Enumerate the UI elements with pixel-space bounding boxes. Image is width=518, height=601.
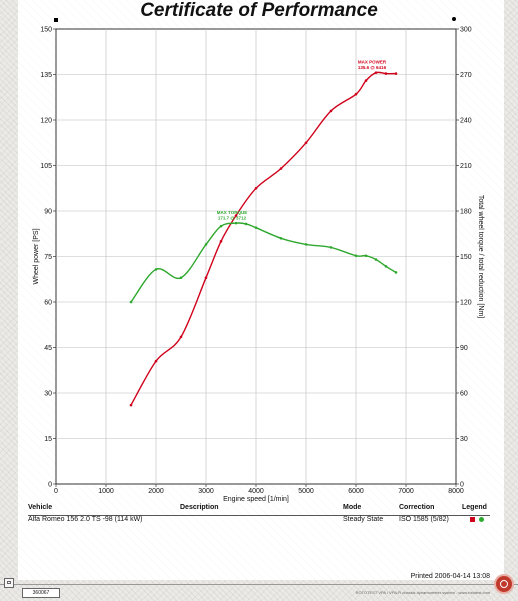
y2-tick-label: 90 bbox=[460, 345, 468, 352]
x-tick-label: 1000 bbox=[98, 488, 114, 495]
corner-marker-left bbox=[54, 18, 58, 22]
vehicle-header: Vehicle bbox=[28, 504, 53, 511]
annotation-label: 135.6 @ 6416 bbox=[358, 65, 387, 70]
power-point bbox=[304, 141, 308, 145]
y-tick-label: 45 bbox=[44, 345, 52, 352]
vehicle-info-table: Vehicle Description Mode Correction Lege… bbox=[28, 504, 490, 526]
annotation-label: MAX TORQUE bbox=[217, 210, 247, 215]
y2-tick-label: 60 bbox=[460, 391, 468, 398]
torque-point bbox=[204, 243, 208, 246]
torque-point bbox=[384, 265, 388, 268]
description-header: Description bbox=[180, 504, 219, 511]
y2-tick-label: 30 bbox=[460, 436, 468, 443]
torque-point bbox=[244, 222, 248, 226]
page-title: Certificate of Performance bbox=[140, 0, 378, 21]
power-point bbox=[219, 240, 223, 243]
power-point bbox=[129, 403, 133, 407]
legend-swatch-torque bbox=[478, 516, 484, 522]
torque-point bbox=[219, 224, 223, 228]
x-tick-label: 4000 bbox=[248, 488, 264, 495]
rototest-logo-icon bbox=[494, 574, 514, 594]
y2-tick-label: 180 bbox=[460, 209, 472, 216]
power-point bbox=[374, 71, 378, 74]
torque-point bbox=[394, 271, 398, 274]
torque-point bbox=[304, 243, 308, 246]
x-axis-label: Engine speed [1/min] bbox=[223, 496, 289, 503]
y2-tick-label: 210 bbox=[460, 163, 472, 170]
x-tick-label: 7000 bbox=[398, 488, 414, 495]
y2-axis-label: Total wheel torque / total reduction [Nm… bbox=[477, 195, 484, 318]
power-point bbox=[354, 92, 358, 96]
torque-point bbox=[254, 226, 258, 229]
correction-header: Correction bbox=[399, 504, 435, 511]
power-point bbox=[329, 109, 333, 113]
x-tick-label: 5000 bbox=[298, 488, 314, 495]
y-tick-label: 30 bbox=[44, 391, 52, 398]
torque-point bbox=[374, 258, 378, 261]
x-tick-label: 6000 bbox=[348, 488, 364, 495]
power-point bbox=[384, 72, 388, 75]
printed-timestamp: Printed 2006-04-14 13:08 bbox=[410, 573, 490, 580]
torque-point bbox=[234, 221, 238, 225]
torque-point bbox=[154, 268, 158, 271]
torque-point bbox=[179, 276, 183, 280]
y2-tick-label: 0 bbox=[460, 482, 464, 489]
y-tick-label: 120 bbox=[40, 118, 52, 125]
torque-point bbox=[364, 254, 368, 258]
power-point bbox=[279, 167, 283, 170]
x-tick-label: 3000 bbox=[198, 488, 214, 495]
vehicle-value: Alfa Romeo 156 2.0 TS -98 (114 kW) bbox=[28, 516, 143, 523]
y2-tick-label: 270 bbox=[460, 72, 472, 79]
footer-disclaimer: ROTOTEST VPA / VPA-R chassis dynamometer… bbox=[355, 590, 490, 595]
serial-number: 360067 bbox=[22, 588, 60, 598]
torque-point bbox=[129, 300, 133, 304]
power-point bbox=[234, 214, 238, 217]
info-value-row: Alfa Romeo 156 2.0 TS -98 (114 kW) Stead… bbox=[28, 516, 490, 526]
print-icon[interactable] bbox=[4, 578, 14, 588]
y-axis-label: Wheel power [PS] bbox=[33, 228, 40, 284]
power-point bbox=[254, 186, 258, 190]
footer-bar bbox=[0, 584, 518, 601]
power-point bbox=[394, 72, 398, 75]
y-tick-label: 150 bbox=[40, 27, 52, 34]
y2-tick-label: 240 bbox=[460, 118, 472, 125]
y-tick-label: 75 bbox=[44, 254, 52, 261]
torque-curve bbox=[130, 222, 397, 303]
x-tick-label: 8000 bbox=[448, 488, 464, 495]
x-tick-label: 0 bbox=[54, 488, 58, 495]
mode-value: Steady State bbox=[343, 516, 384, 523]
legend-swatch-power bbox=[470, 516, 475, 522]
y-tick-label: 60 bbox=[44, 300, 52, 307]
power-point bbox=[204, 276, 208, 280]
y-tick-label: 0 bbox=[48, 482, 52, 489]
y-tick-label: 90 bbox=[44, 209, 52, 216]
annotation-label: 171.7 @ 3712 bbox=[218, 216, 247, 221]
y2-tick-label: 150 bbox=[460, 254, 472, 261]
corner-marker-right bbox=[452, 17, 456, 21]
torque-point bbox=[354, 254, 358, 258]
y-tick-label: 15 bbox=[44, 436, 52, 443]
y2-tick-label: 300 bbox=[460, 27, 472, 34]
mode-header: Mode bbox=[343, 504, 362, 511]
x-tick-label: 2000 bbox=[148, 488, 164, 495]
torque-point bbox=[279, 237, 283, 240]
legend-header: Legend bbox=[462, 504, 487, 511]
legend-swatches bbox=[468, 516, 484, 523]
correction-value: ISO 1585 (5/82) bbox=[399, 516, 449, 523]
torque-point bbox=[329, 246, 333, 249]
power-point bbox=[179, 335, 183, 339]
info-header-row: Vehicle Description Mode Correction Lege… bbox=[28, 504, 490, 516]
y-tick-label: 105 bbox=[40, 163, 52, 170]
power-point bbox=[154, 359, 158, 363]
annotation-label: MAX POWER bbox=[358, 60, 387, 65]
divider bbox=[28, 515, 490, 516]
power-point bbox=[364, 79, 368, 82]
y-tick-label: 135 bbox=[40, 72, 52, 79]
y2-tick-label: 120 bbox=[460, 300, 472, 307]
